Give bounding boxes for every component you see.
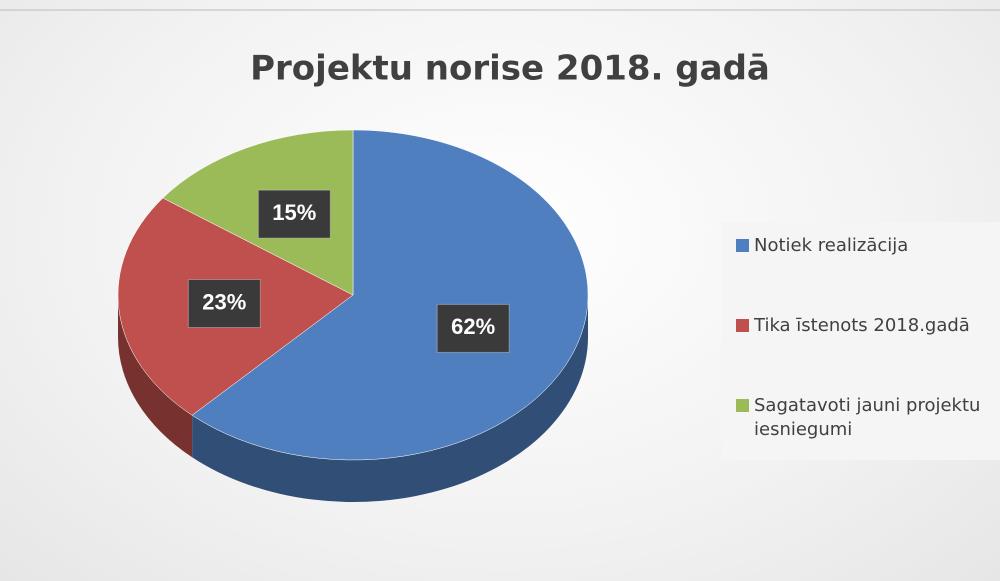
- legend-item: Tika īstenots 2018.gadā: [736, 314, 996, 338]
- label-box: [187, 279, 261, 329]
- legend-label: Notiek realizācija: [754, 235, 909, 256]
- data-label: 62%: [451, 314, 495, 339]
- legend-swatch: [736, 239, 749, 252]
- legend: Notiek realizācija Tika īstenots 2018.gad…: [722, 222, 1000, 460]
- slice-side: [192, 295, 589, 502]
- legend-swatch: [736, 399, 749, 412]
- legend-label: Tika īstenots 2018.gadā: [754, 315, 970, 336]
- label-box: [436, 303, 510, 353]
- legend-swatch: [736, 319, 749, 332]
- legend-label: Sagatavoti jauni projektu iesniegumi: [754, 395, 981, 440]
- legend-item: Sagatavoti jauni projektu iesniegumi: [736, 394, 996, 442]
- slice-side: [118, 295, 193, 458]
- label-box: [257, 189, 331, 239]
- slice: [162, 129, 354, 296]
- legend-item: Notiek realizācija: [736, 234, 996, 258]
- chart-title: Projektu norise 2018. gadā: [250, 49, 770, 89]
- slice: [191, 129, 589, 461]
- data-label: 23%: [202, 289, 246, 314]
- data-label: 15%: [272, 200, 316, 225]
